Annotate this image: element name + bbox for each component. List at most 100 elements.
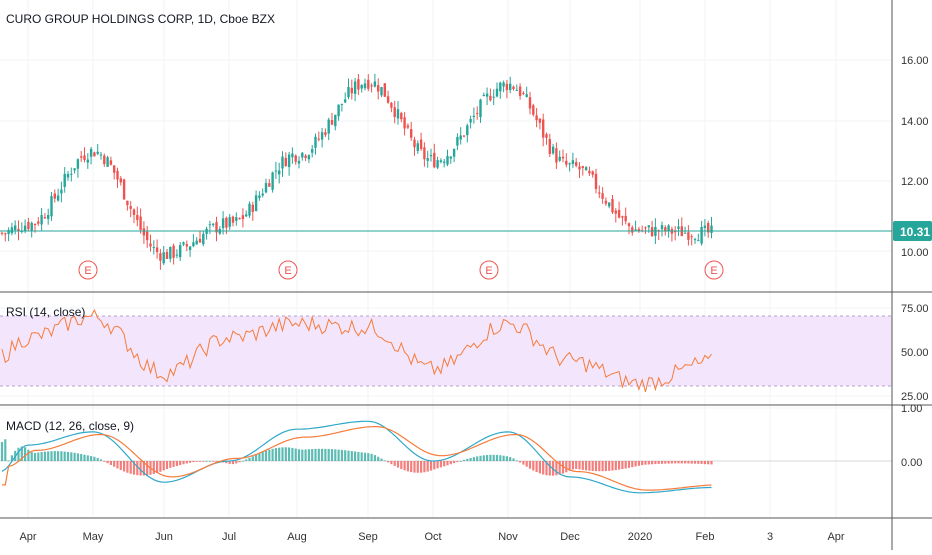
- candle-body: [472, 115, 476, 118]
- macd-histogram-bar: [129, 461, 132, 474]
- candle-body: [162, 252, 165, 264]
- macd-histogram-bar: [456, 461, 459, 463]
- macd-histogram-bar: [228, 461, 231, 464]
- macd-histogram-bar: [383, 460, 386, 462]
- macd-histogram-bar: [258, 453, 261, 461]
- candle-body: [70, 173, 73, 175]
- candle-body: [33, 224, 37, 226]
- rsi-tick-75: 75.00: [901, 303, 929, 315]
- candle-body: [509, 83, 512, 91]
- macd-histogram-bar: [113, 461, 116, 467]
- macd-histogram-bar: [660, 461, 664, 464]
- macd-histogram-bar: [57, 451, 60, 461]
- macd-histogram-bar: [634, 461, 637, 467]
- macd-histogram-bar: [436, 461, 439, 469]
- candle-body: [324, 132, 327, 136]
- earnings-marker-label: E: [84, 265, 91, 277]
- candle-body: [512, 86, 515, 90]
- earnings-marker-3[interactable]: [704, 260, 724, 280]
- candle-body: [390, 102, 393, 108]
- candle-body: [542, 119, 545, 138]
- candle-body: [443, 161, 446, 163]
- candle-body: [575, 162, 578, 166]
- macd-histogram-bar: [631, 461, 634, 468]
- candle-body: [113, 165, 116, 173]
- candle-body: [555, 148, 558, 163]
- macd-histogram-bar: [7, 460, 10, 462]
- macd-histogram-bar: [212, 461, 215, 462]
- candle-body: [314, 136, 317, 148]
- candle-body: [37, 221, 40, 224]
- candle-body: [466, 125, 469, 136]
- macd-histogram-bar: [604, 461, 607, 472]
- macd-histogram-bar: [142, 461, 145, 476]
- macd-histogram-bar: [4, 439, 7, 461]
- candle-body: [281, 156, 284, 169]
- price-candles[interactable]: [0, 73, 713, 270]
- candle-body: [264, 183, 268, 193]
- macd-histogram-bar: [598, 461, 601, 472]
- candle-body: [99, 154, 103, 156]
- macd-histogram-bar: [565, 461, 568, 473]
- candle-body: [505, 83, 509, 91]
- candle-body: [594, 173, 598, 189]
- candle-body: [17, 228, 20, 232]
- macd-histogram-bar: [53, 451, 56, 461]
- candle-body: [43, 217, 47, 219]
- macd-histogram-bar: [70, 452, 73, 461]
- macd-histogram-bar: [482, 455, 485, 461]
- macd-histogram-bar: [126, 461, 129, 473]
- macd-histogram-bar: [248, 457, 251, 461]
- candle-body: [307, 155, 311, 160]
- candle-body: [271, 172, 274, 190]
- earnings-marker-0[interactable]: [78, 260, 98, 280]
- macd-histogram-bar: [99, 459, 103, 461]
- time-label-6: Oct: [424, 531, 441, 543]
- macd-histogram-bar: [245, 459, 248, 461]
- candle-body: [122, 179, 126, 200]
- candle-body: [195, 240, 198, 245]
- macd-histogram-bar: [86, 455, 89, 461]
- candle-body: [690, 236, 693, 238]
- macd-histogram-bar: [255, 454, 258, 461]
- macd-histogram-bar: [575, 461, 578, 469]
- candle-body: [360, 85, 363, 89]
- macd-histogram-bar: [664, 461, 667, 464]
- candle-body: [235, 217, 238, 221]
- macd-histogram-bar: [90, 456, 93, 461]
- macd-histogram-bar: [489, 454, 492, 461]
- candle-body: [215, 222, 218, 233]
- macd-histogram-bar: [80, 454, 83, 461]
- macd-histogram-bar: [558, 461, 561, 475]
- macd-histogram-bar: [288, 447, 291, 461]
- macd-histogram-bar: [476, 456, 479, 461]
- candle-body: [132, 209, 136, 215]
- macd-histogram-bar: [700, 461, 703, 464]
- macd-histogram-bar: [119, 461, 122, 471]
- macd-histogram-bar: [499, 455, 502, 461]
- candle-body: [558, 156, 561, 161]
- candle-body: [683, 232, 687, 234]
- candle-body: [400, 112, 403, 120]
- rsi-tick-50: 50.00: [901, 347, 929, 359]
- earnings-marker-1[interactable]: [278, 260, 298, 280]
- macd-histogram-bar: [670, 461, 673, 464]
- macd-histogram-bar: [443, 461, 446, 467]
- candle-body: [631, 227, 634, 233]
- candle-body: [710, 225, 713, 233]
- macd-histogram-bar: [618, 461, 621, 470]
- macd-histogram-bar: [360, 452, 363, 461]
- candle-body: [373, 81, 377, 87]
- candle-body: [76, 159, 80, 169]
- macd-histogram-bar: [651, 461, 654, 465]
- macd-histogram-bar: [515, 460, 518, 462]
- macd-histogram-bar: [687, 461, 690, 464]
- candle-body: [212, 223, 215, 225]
- price-axis[interactable]: 16.00 14.00 12.00 10.00: [901, 55, 929, 259]
- earnings-marker-2[interactable]: [479, 260, 499, 280]
- candle-body: [93, 152, 96, 157]
- time-axis[interactable]: Apr May Jun Jul Aug Sep Oct Nov Dec 2020 Feb 3 Apr: [19, 531, 844, 543]
- signal-line: [2, 426, 712, 491]
- macd-histogram-bar: [83, 454, 86, 461]
